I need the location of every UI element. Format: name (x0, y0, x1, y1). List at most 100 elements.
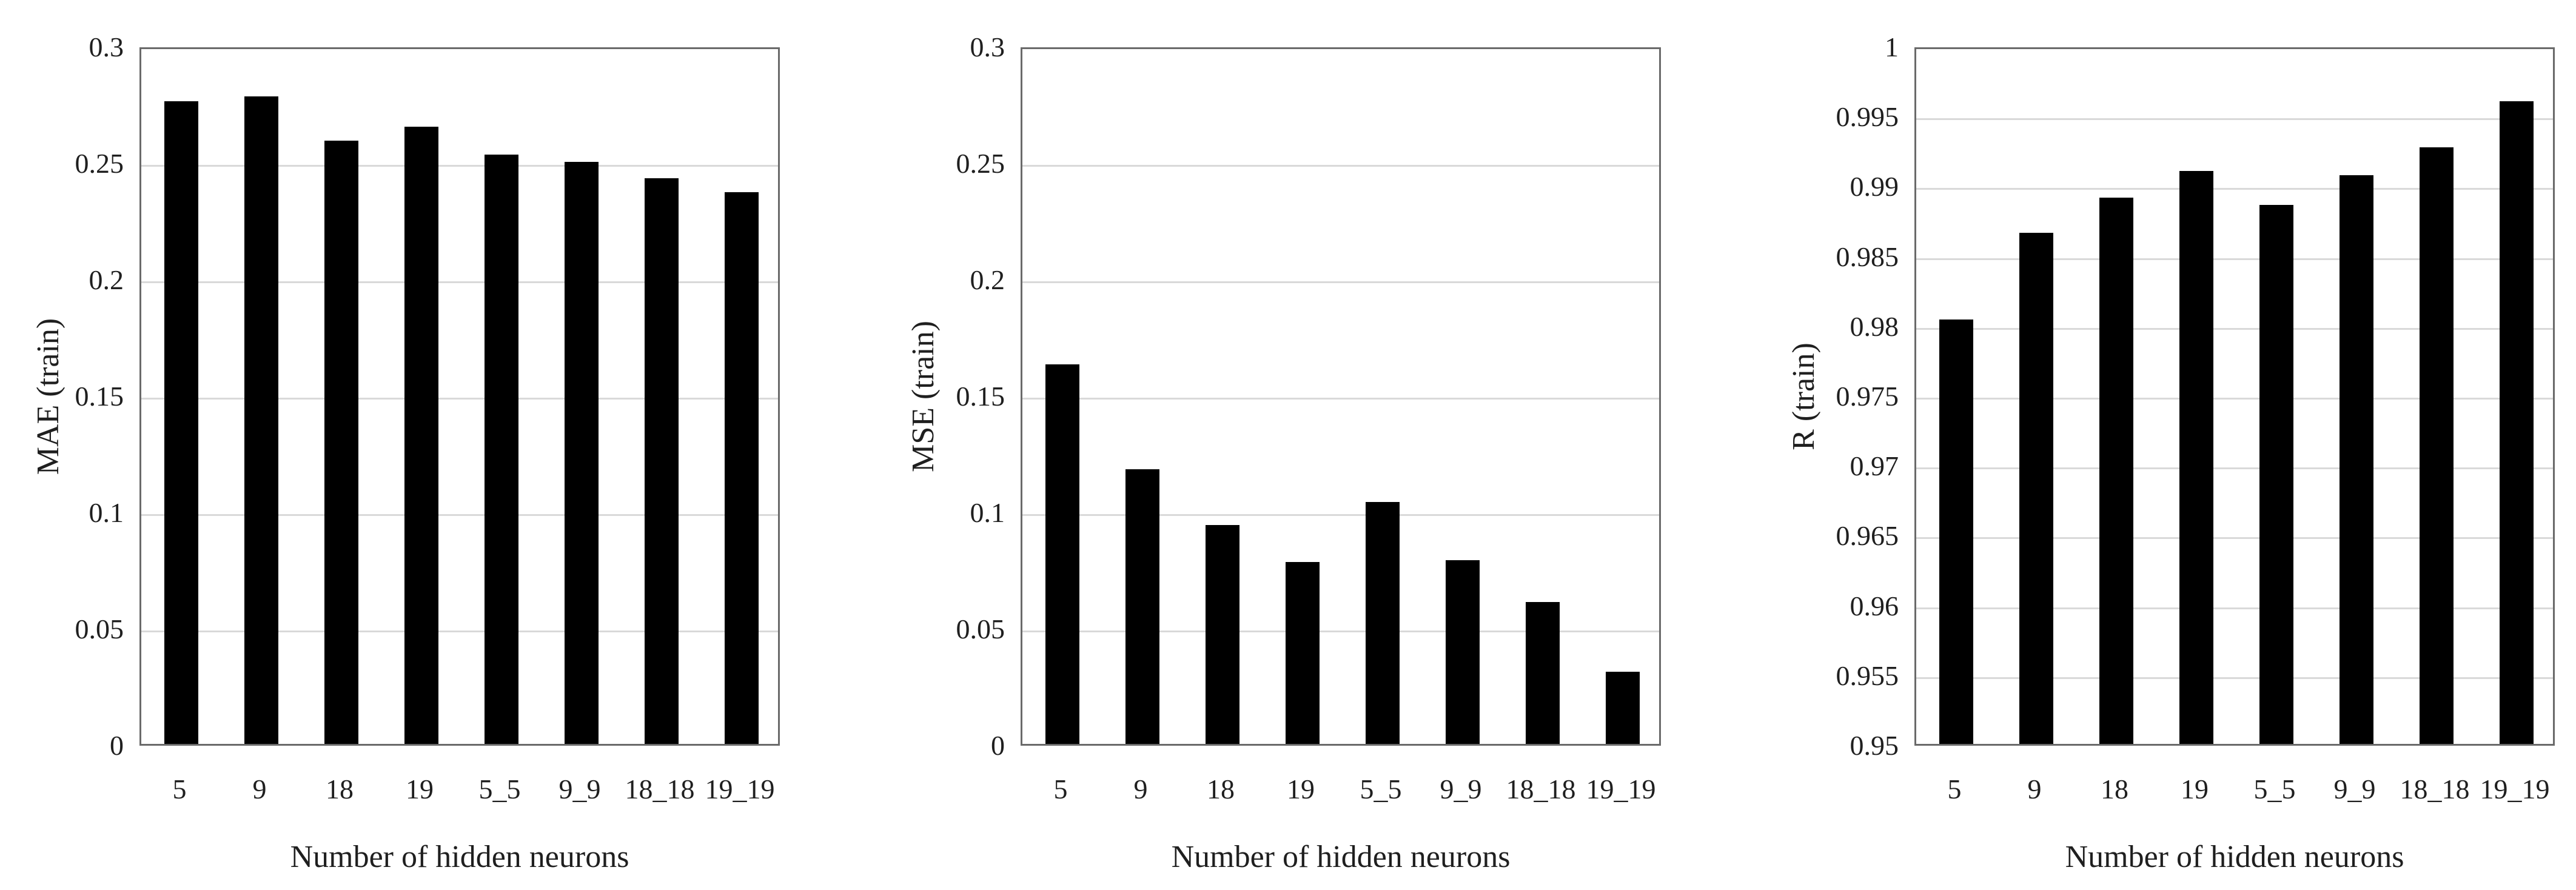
x-tick-label: 5_5 (1360, 774, 1402, 805)
x-axis-title: Number of hidden neurons (2065, 840, 2404, 874)
x-tick-label: 19 (1287, 774, 1315, 805)
chart-r-train: R (train) Number of hidden neurons 0.95 0… (1722, 0, 2576, 890)
gridline-y-0.05 (141, 631, 778, 632)
x-tick-label: 9 (252, 774, 267, 805)
y-tick-label: 0.98 (1850, 310, 1899, 342)
y-tick-label: 0.955 (1836, 660, 1899, 691)
plot-area (1021, 47, 1661, 746)
bar-18 (1206, 525, 1239, 744)
x-tick-label: 5 (172, 774, 187, 805)
x-axis-title: Number of hidden neurons (1171, 840, 1511, 874)
x-tick-label: 19 (406, 774, 434, 805)
gridline-y-0.955 (1916, 677, 2553, 679)
y-tick-label: 0.1 (89, 497, 124, 528)
gridline-y-0.995 (1916, 118, 2553, 121)
x-tick-label: 19 (2181, 774, 2209, 805)
bar-5_5 (485, 155, 518, 744)
gridline-y-0.99 (1916, 188, 2553, 190)
y-tick-label: 0.985 (1836, 241, 1899, 272)
y-tick-label: 0 (991, 730, 1005, 761)
x-tick-label: 9 (1133, 774, 1148, 805)
bar-19 (404, 127, 438, 744)
y-tick-label: 0.965 (1836, 520, 1899, 552)
y-tick-label: 0.15 (956, 381, 1005, 412)
bar-9 (2019, 232, 2053, 744)
bar-5_5 (2259, 204, 2293, 744)
x-tick-label: 9_9 (2333, 774, 2376, 805)
gridline-y-0.25 (1022, 165, 1659, 167)
plot-area (1914, 47, 2555, 746)
y-tick-label: 0.25 (75, 148, 124, 179)
gridline-y-0.97 (1916, 467, 2553, 470)
bar-19 (2179, 171, 2213, 744)
gridline-y-0.25 (141, 165, 778, 167)
bar-9 (244, 96, 278, 744)
y-tick-label: 0 (110, 730, 124, 761)
y-tick-label: 0.97 (1850, 450, 1899, 482)
bar-5 (164, 101, 198, 744)
x-tick-label: 5 (1947, 774, 1962, 805)
bar-9_9 (1446, 560, 1480, 744)
x-tick-label: 5_5 (2253, 774, 2296, 805)
chart-mse-train: MSE (train) Number of hidden neurons 0 0.… (861, 0, 1716, 890)
y-tick-label: 0.95 (1850, 730, 1899, 761)
x-tick-label: 9_9 (558, 774, 601, 805)
y-tick-label: 0.2 (970, 264, 1005, 295)
bar-19 (1286, 562, 1320, 744)
gridline-y-0.98 (1916, 327, 2553, 330)
y-tick-label: 0.3 (89, 32, 124, 62)
gridline-y-0.975 (1916, 398, 2553, 400)
bar-19_19 (1606, 671, 1640, 744)
gridline-y-0.2 (1022, 281, 1659, 283)
gridline-y-0.2 (141, 281, 778, 283)
y-tick-label: 0.99 (1850, 171, 1899, 202)
y-tick-label: 0.3 (970, 32, 1005, 62)
x-axis-title: Number of hidden neurons (290, 840, 629, 874)
plot-area (139, 47, 780, 746)
chart-mae-train: MAE (train) Number of hidden neurons 0 0.… (0, 0, 855, 890)
bar-5 (1045, 364, 1079, 744)
y-tick-label: 0.2 (89, 264, 124, 295)
bar-19_19 (2500, 101, 2534, 744)
x-tick-label: 9_9 (1440, 774, 1482, 805)
gridline-y-0.05 (1022, 631, 1659, 632)
x-tick-label: 19_19 (2480, 774, 2550, 805)
bar-5 (1939, 319, 1973, 744)
x-tick-label: 5 (1053, 774, 1068, 805)
gridline-y-0.985 (1916, 258, 2553, 260)
y-tick-label: 0.05 (956, 614, 1005, 644)
y-tick-label: 0.995 (1836, 101, 1899, 133)
y-tick-label: 0.975 (1836, 381, 1899, 412)
x-tick-label: 18_18 (2400, 774, 2470, 805)
y-tick-label: 0.1 (970, 497, 1005, 528)
y-tick-label: 0.96 (1850, 590, 1899, 621)
x-tick-label: 9 (2027, 774, 2042, 805)
gridline-y-0.96 (1916, 607, 2553, 609)
y-tick-label: 1 (1885, 32, 1899, 62)
x-tick-label: 18_18 (1506, 774, 1576, 805)
bar-9_9 (2340, 175, 2373, 744)
y-tick-label: 0.15 (75, 381, 124, 412)
bar-18_18 (645, 178, 679, 744)
x-tick-label: 19_19 (705, 774, 775, 805)
bar-5_5 (1366, 501, 1400, 744)
x-tick-label: 18 (2101, 774, 2128, 805)
bar-18_18 (2420, 147, 2454, 744)
y-tick-label: 0.25 (956, 148, 1005, 179)
gridline-y-0.965 (1916, 537, 2553, 540)
x-tick-label: 18 (1207, 774, 1235, 805)
gridline-y-0.1 (141, 514, 778, 516)
gridline-y-0.15 (1022, 398, 1659, 400)
x-tick-label: 19_19 (1586, 774, 1656, 805)
bar-18 (2099, 198, 2133, 744)
x-tick-label: 5_5 (478, 774, 521, 805)
x-tick-label: 18 (326, 774, 354, 805)
bar-18 (324, 141, 358, 744)
bar-9_9 (565, 162, 599, 744)
bar-18_18 (1526, 601, 1560, 744)
bar-9 (1125, 469, 1159, 744)
x-tick-label: 18_18 (625, 774, 695, 805)
bar-19_19 (725, 192, 759, 744)
gridline-y-0.1 (1022, 514, 1659, 516)
